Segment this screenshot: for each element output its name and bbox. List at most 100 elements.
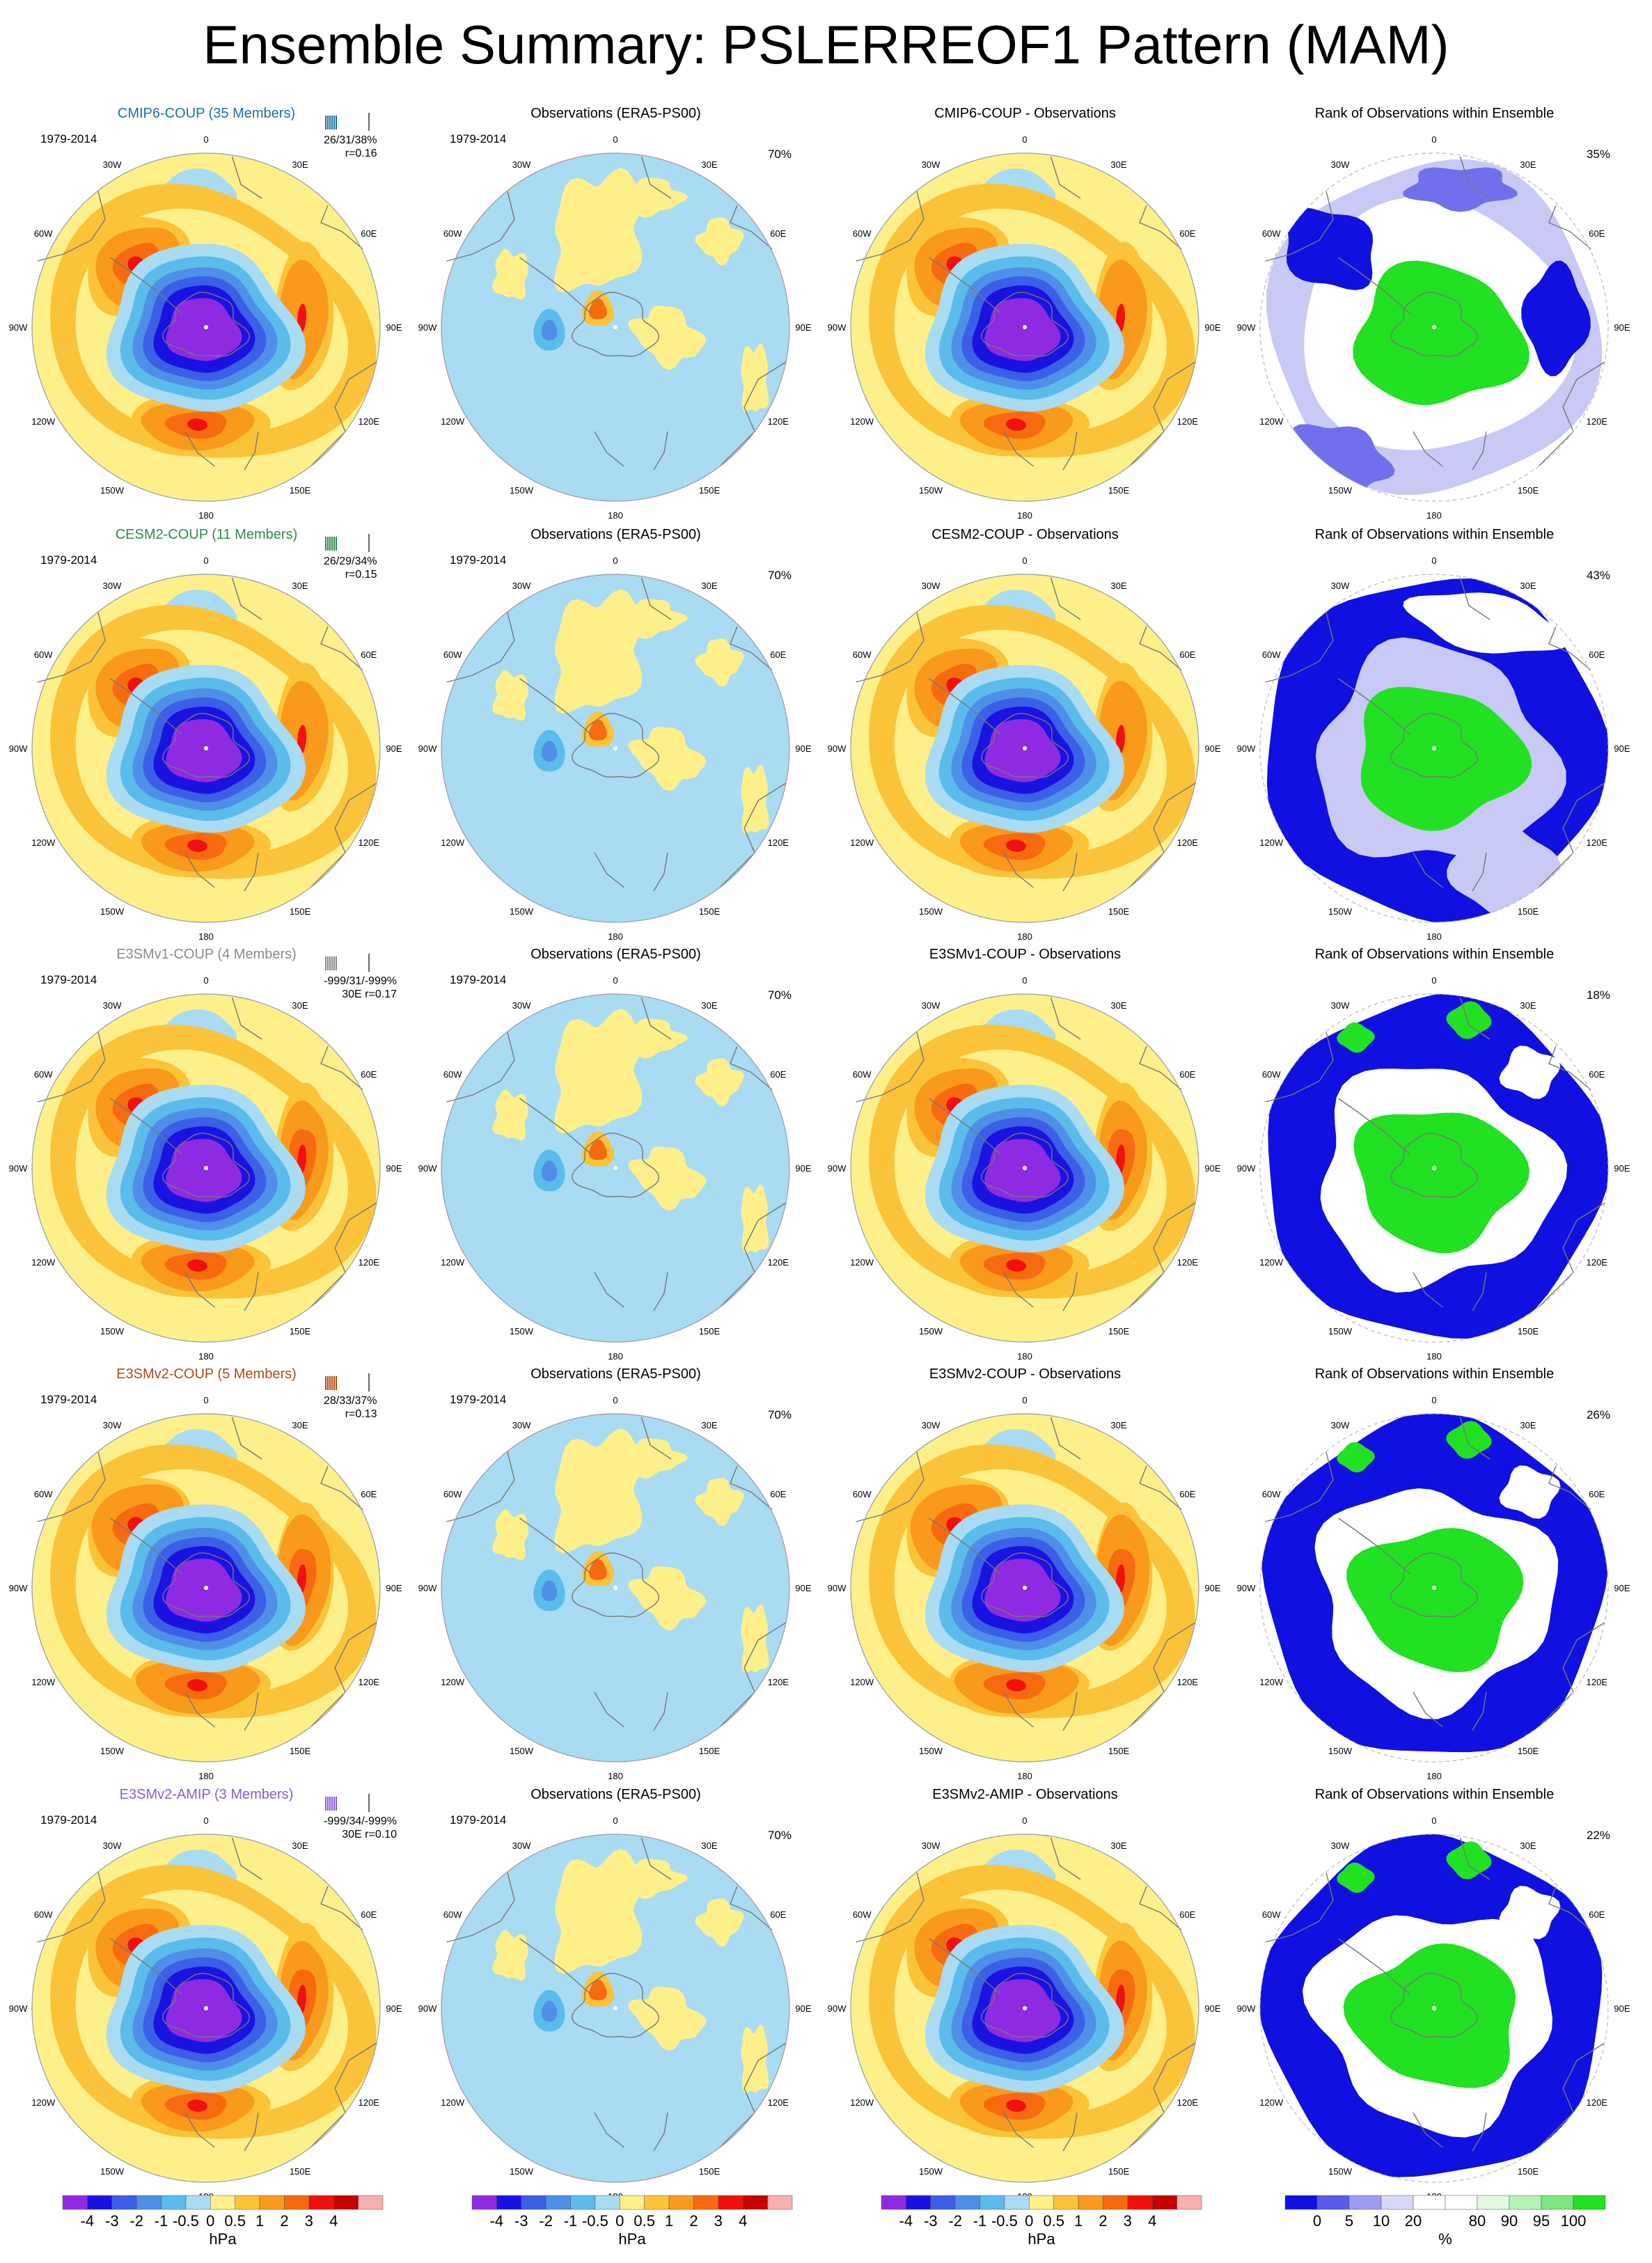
period-label: 1979-2014 [40,1813,97,1827]
lon-label: 180 [608,1771,623,1781]
colorbar-swatch [284,2195,310,2210]
lon-label: 30W [1331,1840,1350,1851]
colorbar-swatch [1151,2195,1177,2210]
lon-label: 150W [919,485,943,496]
lon-label: 150E [699,1746,721,1756]
member-spread-glyph [325,1794,370,1812]
positive-anomaly-region [554,168,643,293]
positive-anomaly-region [492,670,528,721]
south-pole-marker [1432,746,1436,750]
lon-label: 90E [386,322,402,333]
rank-panel: Rank of Observations within Ensemble 0 30E… [1228,527,1641,945]
positive-anomaly-region [695,217,744,266]
model-panel: E3SMv1-COUP (4 Members) 0 30E 60E 90E 120E 150… [0,947,413,1364]
lon-label: 120W [850,416,874,427]
lon-label: 120W [31,1677,56,1687]
period-label: 1979-2014 [40,973,97,986]
lon-label: 90W [9,743,28,754]
lon-label: 120W [441,837,465,848]
lon-label: 90E [1204,743,1220,754]
lon-label: 30W [1331,581,1350,591]
variance-percent: 70% [767,988,792,1002]
colorbar-swatch [595,2195,620,2210]
colorbar-tick: -1 [973,2212,987,2230]
lon-label: 30W [922,581,941,591]
coastline [1265,1417,1605,1731]
coastline [856,156,1196,471]
south-pole-marker [613,2006,617,2010]
lon-label: 60W [853,228,872,239]
colorbar-swatch [742,2195,768,2210]
lon-label: 90E [1614,743,1630,754]
lon-label: 120W [31,416,56,427]
period-label: 1979-2014 [450,553,507,567]
positive-anomaly-region [614,1438,688,1479]
positive-anomaly-region [628,727,707,791]
rank-panel-lon-labels: 0 30E 60E 90E 120E 150E 180 150W 120W 90W 60W 30W [1237,134,1630,521]
colorbar-tick: 2 [1099,2212,1107,2230]
obs-panel: Observations (ERA5-PS00) 0 30E 60E 90E 120E 15… [409,527,822,945]
lon-label: 60W [1262,228,1281,239]
low-pressure-contour [166,1559,242,1622]
lon-label: 90W [1237,743,1256,754]
lon-label: 90W [828,2003,847,2014]
rank-panel-lon-labels: 0 30E 60E 90E 120E 150E 180 150W 120W 90W 60W 30W [1237,975,1630,1362]
lon-label: 150E [699,2166,721,2177]
model-panel: E3SMv2-COUP (5 Members) 0 30E 60E 90E 120E 150… [0,1366,413,1784]
low-pressure-contour [984,719,1061,782]
obs-title: Observations (ERA5-PS00) [530,527,701,542]
lon-label: 180 [608,510,623,521]
positive-anomaly-region [554,589,643,714]
lon-label: 30E [701,1000,717,1011]
stats-correlation: r=0.16 [345,148,377,159]
lon-label: 0 [613,975,617,986]
lon-label: 60E [361,649,377,660]
lon-label: 120E [1177,1677,1199,1687]
lon-label: 0 [613,555,617,566]
south-pole-marker [1023,1166,1027,1170]
colorbar-swatch [1177,2195,1202,2210]
colorbar-tick: 1 [665,2212,673,2230]
lon-label: 30W [1331,159,1350,170]
colorbar-tick: 1 [255,2212,264,2230]
lon-label: 150W [1328,485,1353,496]
variance-percent: 70% [767,148,792,161]
lon-label: 90W [418,743,437,754]
lon-label: 60E [361,228,377,239]
coastline [446,156,787,471]
lon-label: 30E [292,581,308,591]
colorbar-tick: 3 [1124,2212,1132,2230]
variance-percent: 26% [1586,1408,1610,1421]
positive-anomaly-region [628,1566,707,1631]
stats-range: 26/31/38% [324,134,377,146]
positive-anomaly-region [628,1987,707,2051]
lon-label: 90W [418,2003,437,2014]
lon-label: 30E [292,1420,308,1430]
lon-label: 30E [1110,581,1126,591]
lon-label: 180 [1426,510,1442,521]
lon-label: 90E [386,743,402,754]
lon-label: 120E [359,837,380,848]
lon-label: 180 [198,510,214,521]
lon-label: 90E [1204,2003,1220,2014]
member-spread-glyph [325,1373,370,1391]
lon-label: 30E [1110,1420,1126,1430]
colorbar-swatch [1078,2195,1103,2210]
lon-label: 90E [386,1163,402,1174]
lon-label: 60E [770,1909,786,1920]
positive-anomaly-region [695,1058,744,1107]
lon-label: 90E [386,2003,402,2014]
hpa-colorbar-2: -4 -3 -2 -1 -0.5 0 0.5 1 2 3 4 hPa [458,2191,806,2257]
lon-label: 30W [512,581,531,591]
hpa-colorbar-2-svg: -4 -3 -2 -1 -0.5 0 0.5 1 2 3 4 hPa [471,2195,793,2248]
lon-label: 120E [359,2097,380,2108]
stats-range: -999/31/-999% [324,975,397,987]
lon-label: 150E [1108,2166,1130,2177]
colorbar-swatch [308,2195,334,2210]
lon-label: 0 [1431,975,1436,986]
low-pressure-contour [166,298,242,361]
lon-label: 90E [795,743,811,754]
